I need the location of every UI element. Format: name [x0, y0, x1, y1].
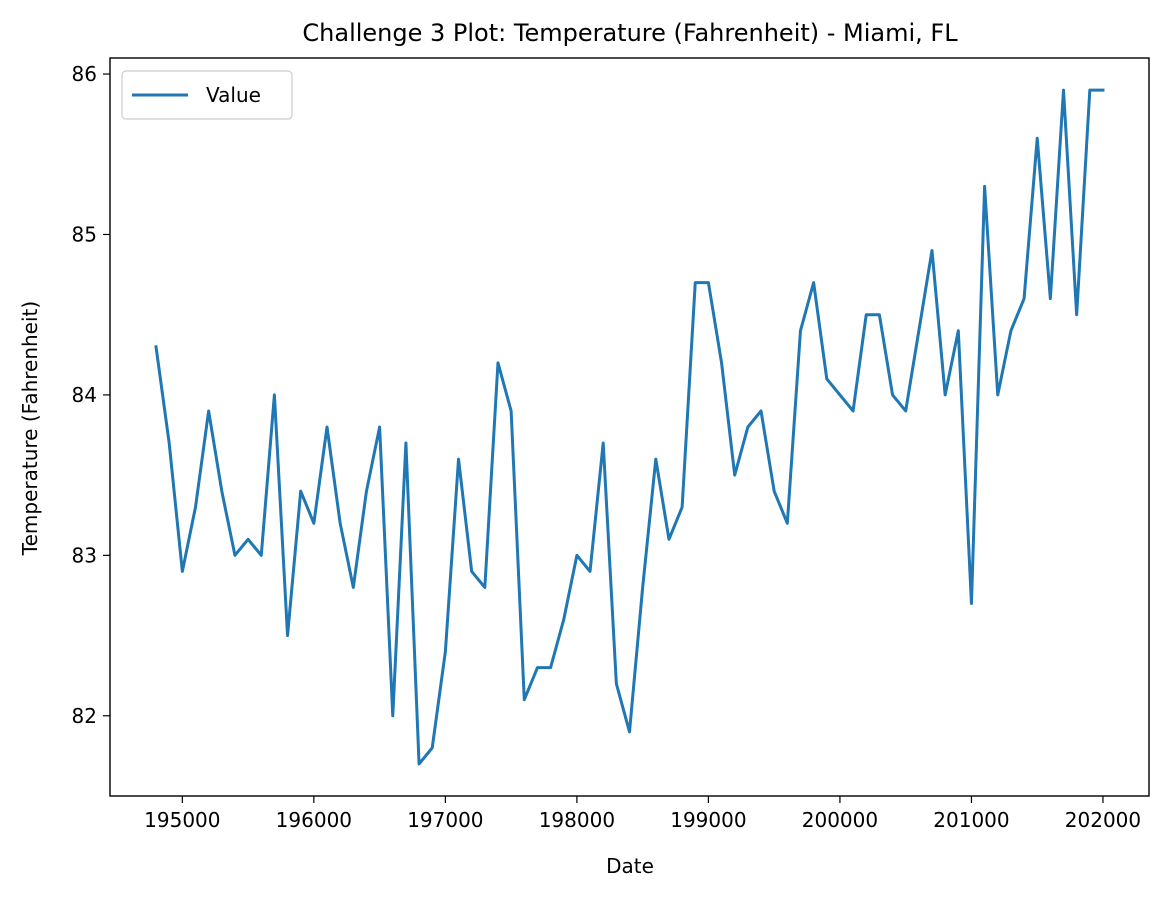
y-tick-label: 82	[72, 704, 97, 728]
y-tick-label: 83	[72, 543, 97, 567]
legend-label-value: Value	[206, 83, 261, 107]
x-tick-label: 196000	[276, 808, 352, 832]
legend-box	[121, 70, 293, 120]
chart-title: Challenge 3 Plot: Temperature (Fahrenhei…	[302, 19, 958, 47]
y-tick-label: 85	[72, 222, 97, 246]
x-tick-label: 202000	[1065, 808, 1141, 832]
x-tick-label: 197000	[407, 808, 483, 832]
legend: Value	[121, 70, 293, 120]
plot-area: 195000 196000 197000 198000 199000 200000 2010…	[72, 57, 1150, 832]
y-tick-label: 84	[72, 383, 97, 407]
x-tick-label: 198000	[539, 808, 615, 832]
y-tick-label: 86	[72, 62, 97, 86]
x-tick-label: 195000	[144, 808, 220, 832]
x-tick-label: 199000	[670, 808, 746, 832]
x-axis-label: Date	[606, 854, 654, 878]
x-tick-label: 200000	[802, 808, 878, 832]
x-tick-label: 201000	[933, 808, 1009, 832]
y-axis-label: Temperature (Fahrenheit)	[18, 301, 42, 556]
series-line-value	[154, 88, 1105, 766]
axes-frame	[109, 57, 1150, 797]
